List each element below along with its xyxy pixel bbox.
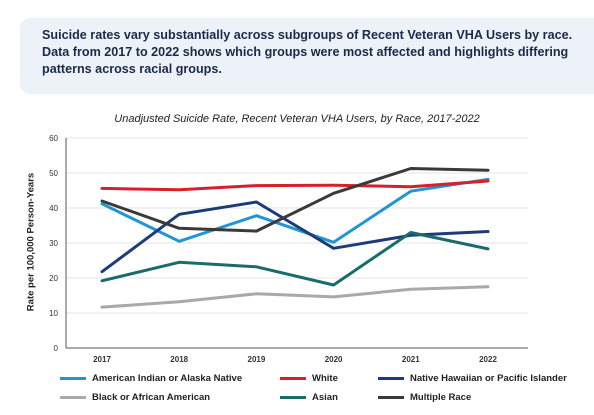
chart-title: Unadjusted Suicide Rate, Recent Veteran … [114,113,480,125]
series-line-0 [100,177,490,244]
y-tick-label: 0 [54,344,59,353]
legend-item-1: White [280,373,338,384]
legend-label: Native Hawaiian or Pacific Islander [410,373,567,384]
legend-item-2: Native Hawaiian or Pacific Islander [378,373,567,384]
legend-swatch [60,396,86,399]
legend-swatch [378,396,404,399]
chart-legend: American Indian or Alaska Native White Nat… [60,373,580,413]
summary-text: Suicide rates vary substantially across … [42,28,573,76]
legend-swatch [378,377,404,380]
legend-label: Asian [312,392,338,403]
x-tick-label: 2017 [93,355,111,364]
legend-item-4: Asian [280,392,338,403]
series-line-5 [100,167,490,233]
legend-swatch [280,396,306,399]
legend-swatch [280,377,306,380]
legend-label: Multiple Race [410,392,472,403]
legend-item-3: Black or African American [60,392,210,403]
series-line-4 [100,231,490,287]
legend-label: American Indian or Alaska Native [92,373,243,384]
x-tick-label: 2019 [248,355,266,364]
legend-label: Black or African American [92,392,211,403]
y-tick-label: 40 [49,204,58,213]
series-layer [100,167,490,309]
y-tick-label: 60 [49,134,58,143]
y-tick-label: 10 [49,309,58,318]
x-tick-label: 2020 [325,355,343,364]
x-tick-label: 2022 [479,355,497,364]
series-line-1 [100,179,490,192]
legend-item-0: American Indian or Alaska Native [60,373,242,384]
x-tick-label: 2021 [402,355,420,364]
series-line-3 [100,285,490,309]
summary-callout: Suicide rates vary substantially across … [20,18,594,94]
y-tick-label: 30 [49,239,58,248]
legend-label: White [312,373,338,384]
x-tick-label: 2018 [170,355,188,364]
legend-item-5: Multiple Race [378,392,471,403]
axis-layer: 0 10 20 30 40 50 60 2017 2018 2019 2020 2021 2022 [49,134,528,364]
y-tick-label: 50 [49,169,58,178]
y-tick-label: 20 [49,274,58,283]
legend-swatch [60,377,86,380]
grid-layer [66,137,528,314]
